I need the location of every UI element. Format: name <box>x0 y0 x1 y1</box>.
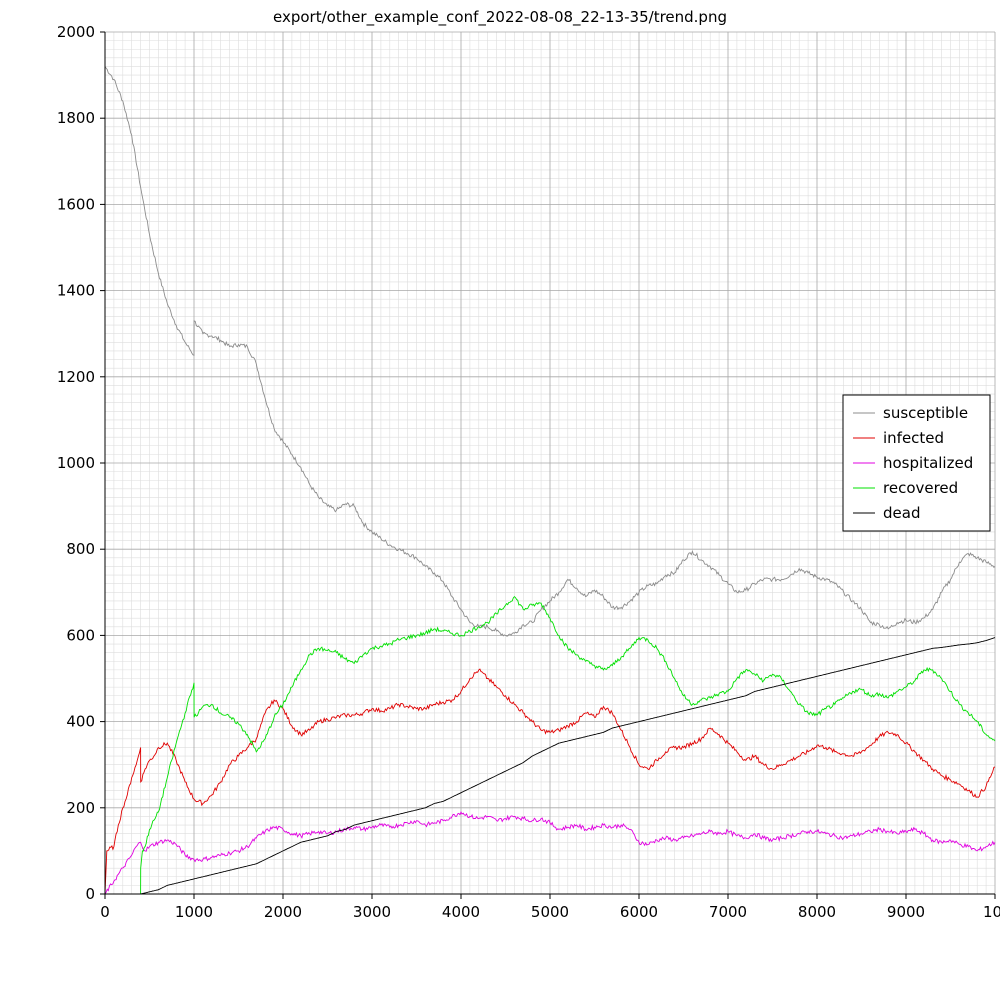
legend-label-susceptible: susceptible <box>883 404 968 422</box>
legend-label-recovered: recovered <box>883 479 958 497</box>
series-line-recovered <box>140 595 996 895</box>
series-line-susceptible <box>104 66 996 637</box>
series-line-infected <box>104 668 996 895</box>
legend-label-dead: dead <box>883 504 920 522</box>
y-tick-label: 2000 <box>57 23 95 41</box>
x-tick-label: 5000 <box>531 903 569 921</box>
y-tick-label: 1800 <box>57 109 95 127</box>
series-line-hospitalized <box>104 811 996 895</box>
y-tick-label: 600 <box>66 626 95 644</box>
series-line-dead <box>105 637 996 895</box>
y-tick-label: 1200 <box>57 368 95 386</box>
chart-title: export/other_example_conf_2022-08-08_22-… <box>273 8 727 27</box>
y-tick-label: 0 <box>85 885 95 903</box>
x-tick-label: 7000 <box>709 903 747 921</box>
legend: susceptible infected hospitalized recovered… <box>842 394 991 532</box>
x-tick-label: 9000 <box>887 903 925 921</box>
axes: 0 1000 2000 3000 4000 5000 6000 7000 8000 9000 10 0… <box>57 23 1000 921</box>
x-tick-label: 6000 <box>620 903 658 921</box>
x-tick-label: 100 <box>983 903 1000 921</box>
legend-label-hospitalized: hospitalized <box>883 454 973 472</box>
y-tick-label: 400 <box>66 713 95 731</box>
x-tick-label: 0 <box>100 903 110 921</box>
y-tick-label: 1400 <box>57 282 95 300</box>
y-tick-label: 800 <box>66 540 95 558</box>
x-tick-label: 8000 <box>798 903 836 921</box>
x-tick-label: 1000 <box>175 903 213 921</box>
y-tick-label: 200 <box>66 799 95 817</box>
legend-label-infected: infected <box>883 429 944 447</box>
x-tick-label: 2000 <box>264 903 302 921</box>
series-lines <box>104 66 996 895</box>
y-tick-label: 1600 <box>57 195 95 213</box>
x-tick-label: 3000 <box>353 903 391 921</box>
y-tick-label: 1000 <box>57 454 95 472</box>
x-tick-label: 4000 <box>442 903 480 921</box>
